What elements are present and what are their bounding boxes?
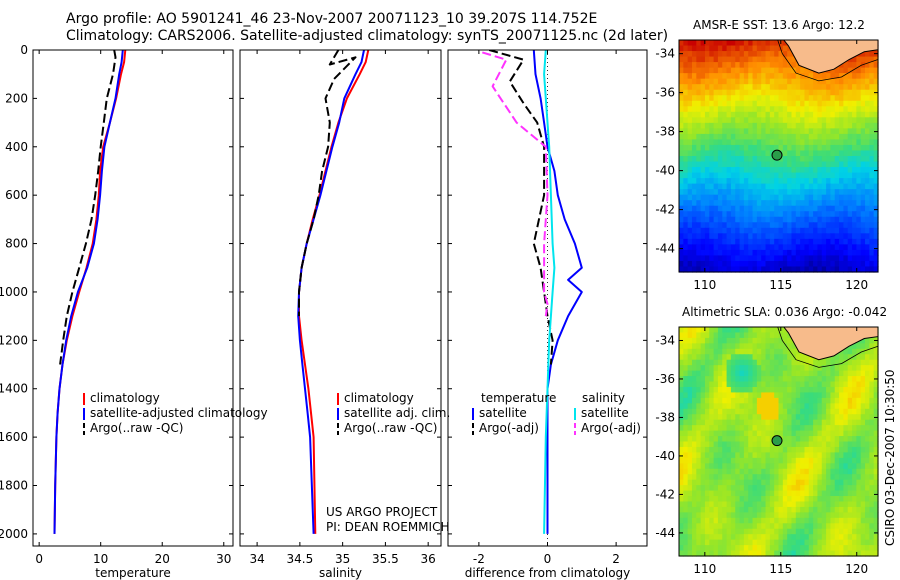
series-line-temperature-argo-adj- — [488, 50, 554, 365]
sla-map-title: Altimetric SLA: 0.036 Argo: -0.042 — [682, 305, 888, 319]
y-tick-label: 800 — [5, 237, 28, 251]
x-tick-label: 110 — [693, 562, 716, 576]
y-tick-label: -40 — [655, 449, 675, 463]
project-name: US ARGO PROJECT — [326, 505, 438, 519]
x-tick-label: 35.5 — [372, 552, 399, 566]
sla-map: 110 115 120 -34 -36 -38 -40 -42 -44 — [655, 326, 879, 576]
legend-entry: satellite — [581, 406, 629, 420]
profile-panel-temperature: 0 10 20 30 temperature 0 200 400 600 800 1000 1200 1… — [0, 43, 234, 580]
legend-entry: climatology — [90, 391, 160, 405]
y-tick-label: 600 — [5, 188, 28, 202]
series-line-climatology — [298, 50, 370, 534]
series-line-satellite-adj-clim- — [297, 50, 365, 534]
y-tick-label: 0 — [20, 43, 28, 57]
y-tick-label: 2000 — [0, 527, 28, 541]
y-tick-label: 200 — [5, 91, 28, 105]
y-tick-label: 1400 — [0, 382, 28, 396]
legend-entry: satellite-adjusted climatology — [90, 406, 268, 420]
x-tick-label: 0 — [544, 552, 552, 566]
x-axis-label: temperature — [95, 566, 170, 580]
principal-investigator: PI: DEAN ROEMMICH — [326, 520, 450, 534]
figure-title-line2: Climatology: CARS2006. Satellite-adjuste… — [66, 28, 669, 44]
y-tick-label: 400 — [5, 140, 28, 154]
series-line-satellite-adjusted-climatology — [53, 50, 124, 534]
x-axis-label: salinity — [319, 566, 362, 580]
profile-panel-salinity: 34 34.5 35 35.5 36 salinity — [239, 49, 442, 580]
series-group — [482, 50, 583, 534]
legend-entry: Argo(-adj) — [479, 421, 539, 435]
legend-difference: temperature salinitysatelliteArgo(-adj)sa… — [472, 391, 641, 435]
legend-entry: satellite adj. clim. — [344, 406, 450, 420]
legend-entry: climatology — [344, 391, 414, 405]
x-tick-label: 35 — [335, 552, 350, 566]
y-tick-label: -44 — [655, 526, 675, 540]
y-tick-label: -36 — [655, 372, 675, 386]
series-line-salinity-argo-adj- — [482, 51, 549, 317]
series-line-salinity-satellite — [543, 50, 556, 534]
map-frame — [678, 39, 879, 273]
x-tick-label: 120 — [845, 562, 868, 576]
panel-frame — [239, 49, 442, 547]
y-tick-label: -44 — [655, 242, 675, 256]
series-line-temperature-satellite — [532, 50, 583, 534]
y-tick-label: 1800 — [0, 479, 28, 493]
y-tick-label: -40 — [655, 164, 675, 178]
argo-float-marker — [771, 149, 783, 161]
sst-map-title: AMSR-E SST: 13.6 Argo: 12.2 — [693, 18, 865, 32]
y-tick-label: -42 — [655, 487, 675, 501]
y-tick-label: -42 — [655, 203, 675, 217]
x-tick-label: 120 — [845, 278, 868, 292]
y-tick-label: -38 — [655, 410, 675, 424]
legend-entry: Argo(..raw -QC) — [344, 421, 437, 435]
series-group — [53, 50, 127, 534]
y-tick-label: -34 — [655, 47, 675, 61]
legend-heading: temperature — [481, 391, 556, 405]
y-tick-label: -38 — [655, 125, 675, 139]
y-tick-label: 1600 — [0, 430, 28, 444]
map-field — [679, 327, 879, 557]
x-tick-label: 115 — [769, 278, 792, 292]
legend-entry: satellite — [479, 406, 527, 420]
series-group — [297, 50, 370, 534]
sst-map: 110 115 120 -34 -36 -38 -40 -42 -44 — [655, 39, 879, 292]
x-tick-label: 2 — [612, 552, 620, 566]
panel-frame — [32, 49, 234, 547]
generation-timestamp: CSIRO 03-Dec-2007 10:30:50 — [883, 369, 897, 546]
x-tick-label: 10 — [93, 552, 108, 566]
x-tick-label: -2 — [473, 552, 485, 566]
y-tick-label: 1200 — [0, 333, 28, 347]
x-tick-label: 30 — [216, 552, 231, 566]
x-tick-label: 115 — [769, 562, 792, 576]
x-tick-label: 20 — [155, 552, 170, 566]
x-tick-label: 110 — [693, 278, 716, 292]
series-line-argo-raw-qc- — [59, 50, 117, 365]
series-line-argo-raw-qc- — [298, 50, 357, 317]
x-tick-label: 0 — [35, 552, 43, 566]
legend-entry: Argo(..raw -QC) — [90, 421, 183, 435]
legend-entry: Argo(-adj) — [581, 421, 641, 435]
x-tick-label: 34 — [249, 552, 264, 566]
shelf-contour — [777, 39, 879, 82]
project-credit: US ARGO PROJECT PI: DEAN ROEMMICH — [326, 505, 449, 535]
x-tick-label: 36 — [421, 552, 436, 566]
argo-float-marker — [771, 435, 783, 447]
series-line-climatology — [53, 50, 127, 534]
y-tick-label: -36 — [655, 86, 675, 100]
legend-heading: salinity — [582, 391, 625, 405]
map-frame — [678, 326, 879, 557]
x-tick-label: 34.5 — [287, 552, 314, 566]
x-axis-label: difference from climatology — [465, 566, 631, 580]
shelf-contour — [777, 326, 879, 368]
y-tick-label: 1000 — [0, 285, 28, 299]
figure-title-line1: Argo profile: AO 5901241_46 23-Nov-2007 … — [66, 11, 598, 27]
y-tick-label: -34 — [655, 333, 675, 347]
